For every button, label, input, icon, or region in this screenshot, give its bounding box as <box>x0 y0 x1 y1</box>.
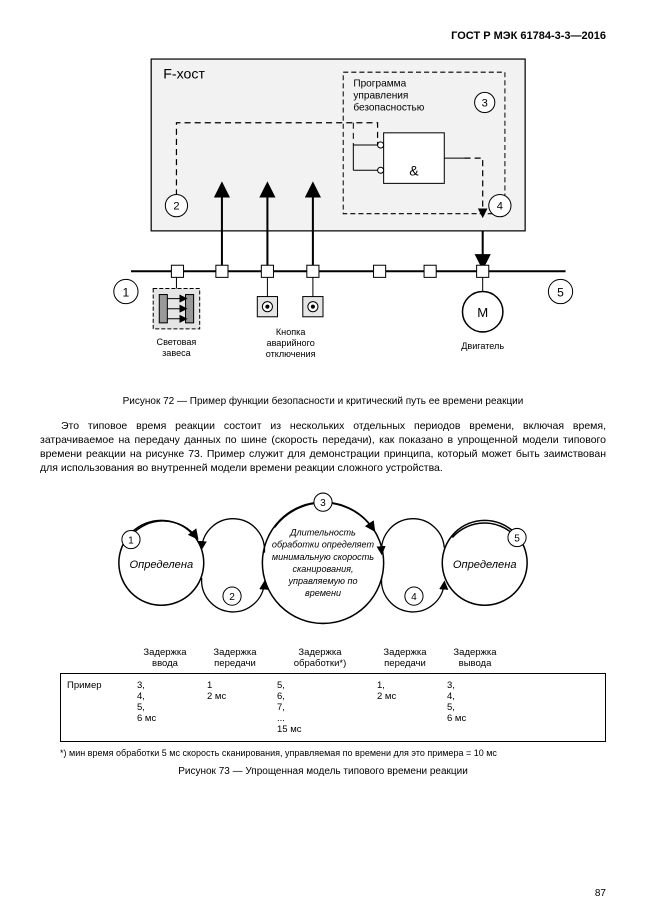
table-row-label: Пример <box>61 680 131 735</box>
svg-text:Кнопка: Кнопка <box>276 327 306 337</box>
col-tx-delay-2: Задержкапередачи <box>370 647 440 669</box>
table-cell: 5,6,7,...15 мс <box>271 680 371 735</box>
col-blank <box>60 647 130 669</box>
svg-text:Определена: Определена <box>453 559 517 571</box>
svg-text:F-хост: F-хост <box>163 65 205 81</box>
svg-text:Программа: Программа <box>353 78 406 89</box>
figure-72: F-хост Программа управления безопасность… <box>40 54 606 388</box>
svg-text:3: 3 <box>320 498 326 509</box>
svg-text:4: 4 <box>497 201 503 213</box>
svg-text:управления: управления <box>353 90 408 101</box>
svg-text:4: 4 <box>411 592 417 603</box>
figure-73-footnote: *) мин время обработки 5 мс скорость ска… <box>60 748 606 758</box>
page-number: 87 <box>595 888 606 899</box>
table-cell: 1,2 мс <box>371 680 441 735</box>
col-output-delay: Задержкавывода <box>440 647 510 669</box>
svg-text:2: 2 <box>229 592 235 603</box>
table-cell: 3,4,5,6 мс <box>131 680 201 735</box>
col-input-delay: Задержкаввода <box>130 647 200 669</box>
svg-text:времени: времени <box>305 588 341 598</box>
svg-text:2: 2 <box>173 201 179 213</box>
delay-column-headers: Задержкаввода Задержкапередачи Задержкао… <box>60 647 606 669</box>
svg-text:5: 5 <box>557 286 564 300</box>
svg-text:1: 1 <box>123 286 130 300</box>
svg-text:управляемую по: управляемую по <box>287 576 357 586</box>
col-proc-delay: Задержкаобработки*) <box>270 647 370 669</box>
figure-73-caption: Рисунок 73 — Упрощенная модель типового … <box>40 766 606 777</box>
svg-text:Определена: Определена <box>129 559 193 571</box>
svg-text:&: & <box>409 162 419 178</box>
col-tx-delay-1: Задержкапередачи <box>200 647 270 669</box>
svg-text:3: 3 <box>482 98 488 110</box>
svg-text:минимальную скорость: минимальную скорость <box>272 552 374 562</box>
svg-text:1: 1 <box>128 536 134 547</box>
svg-text:сканирования,: сканирования, <box>292 564 353 574</box>
svg-text:безопасностью: безопасностью <box>353 102 424 114</box>
svg-text:Двигатель: Двигатель <box>461 341 504 351</box>
svg-text:Длительность: Длительность <box>289 528 356 538</box>
body-paragraph: Это типовое время реакции состоит из нес… <box>40 419 606 476</box>
svg-text:отключения: отключения <box>266 349 316 359</box>
svg-text:аварийного: аварийного <box>267 338 315 348</box>
figure-73: Определена 1 Длительность обработки опре… <box>40 487 606 639</box>
table-cell: 12 мс <box>201 680 271 735</box>
example-table: Пример 3,4,5,6 мс 12 мс 5,6,7,...15 мс 1… <box>60 673 606 742</box>
svg-text:М: М <box>477 305 488 320</box>
svg-text:5: 5 <box>514 534 520 545</box>
svg-text:завеса: завеса <box>162 348 192 358</box>
document-header: ГОСТ Р МЭК 61784-3-3—2016 <box>40 30 606 42</box>
svg-text:Световая: Световая <box>157 337 197 347</box>
table-cell: 3,4,5,6 мс <box>441 680 511 735</box>
svg-text:обработки определяет: обработки определяет <box>272 540 375 550</box>
page: ГОСТ Р МЭК 61784-3-3—2016 F-хост Програм… <box>40 30 606 883</box>
figure-72-caption: Рисунок 72 — Пример функции безопасности… <box>40 396 606 407</box>
